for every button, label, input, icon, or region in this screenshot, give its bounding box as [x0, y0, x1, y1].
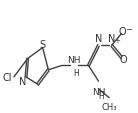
- Text: NH: NH: [92, 87, 105, 96]
- Text: S: S: [39, 39, 45, 49]
- Text: O: O: [119, 54, 127, 64]
- Text: N: N: [108, 34, 115, 43]
- Text: N: N: [19, 77, 27, 87]
- Text: H: H: [98, 91, 104, 100]
- Text: −: −: [126, 25, 132, 34]
- Text: N: N: [95, 34, 102, 43]
- Text: NH: NH: [67, 55, 81, 64]
- Text: O: O: [119, 26, 126, 36]
- Text: +: +: [114, 37, 120, 43]
- Text: Cl: Cl: [2, 72, 12, 82]
- Text: H: H: [74, 68, 79, 77]
- Text: CH₃: CH₃: [102, 102, 117, 111]
